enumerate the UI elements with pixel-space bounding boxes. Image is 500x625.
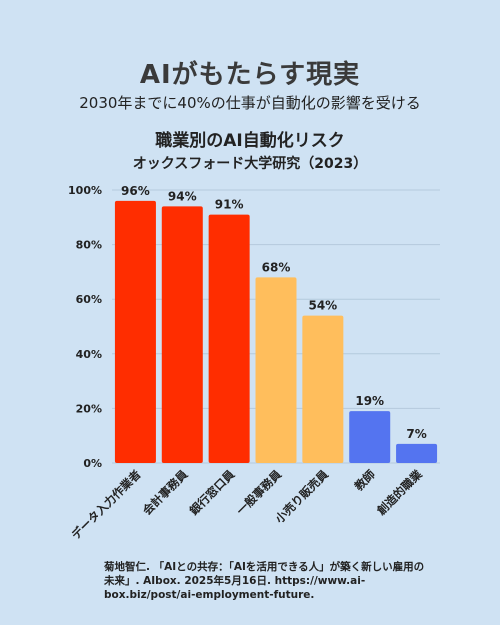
bar-value-label: 94% <box>168 189 197 203</box>
y-tick-label: 20% <box>76 402 102 415</box>
bar <box>208 214 250 463</box>
x-tick-label: データ入力作業者 <box>69 467 144 542</box>
bar <box>396 443 438 463</box>
bar <box>302 315 344 463</box>
citation: 菊地智仁. 「AIとの共存：「AIを活用できる人」が築く新しい雇用の未来」. A… <box>104 561 425 601</box>
y-tick-label: 60% <box>76 293 102 306</box>
page-subheading: 2030年までに40%の仕事が自動化の影響を受ける <box>79 94 421 112</box>
page-headline: AIがもたらす現実 <box>139 60 361 90</box>
bar <box>114 200 156 464</box>
bar-chart: 0%20%40%60%80%100% 96% 94%91%68%54%19%7% … <box>68 184 440 542</box>
x-tick-label: 会計事務員 <box>139 467 191 519</box>
bar-value-label: 68% <box>262 260 291 274</box>
x-tick-label: 教師 <box>351 467 378 494</box>
bar <box>349 411 391 463</box>
bar-value-label: 96% <box>121 184 150 198</box>
chart-title: 職業別のAI自動化リスク <box>155 131 345 151</box>
chart-subtitle: オックスフォード大学研究（2023） <box>132 156 368 172</box>
x-tick-label: 創造的職業 <box>373 467 425 519</box>
bars <box>114 200 438 464</box>
y-tick-label: 40% <box>76 348 102 361</box>
x-tick-label: 銀行窓口員 <box>187 467 238 518</box>
value-labels: 96% 94% 91% 68% 54% 19% 7% <box>121 184 427 441</box>
y-tick-label: 0% <box>83 457 102 470</box>
y-tick-label: 100% <box>68 184 102 197</box>
bar-value-label: 7% <box>406 427 426 441</box>
bar-value-label: 19% <box>355 394 384 408</box>
y-axis-ticks: 0% 20% 40% 60% 80% 100% <box>68 184 102 470</box>
bar <box>255 277 297 463</box>
bar-value-label: 54% <box>308 299 337 313</box>
y-tick-label: 80% <box>76 239 102 252</box>
bar <box>161 206 203 463</box>
bar-value-label: 91% <box>215 198 244 212</box>
